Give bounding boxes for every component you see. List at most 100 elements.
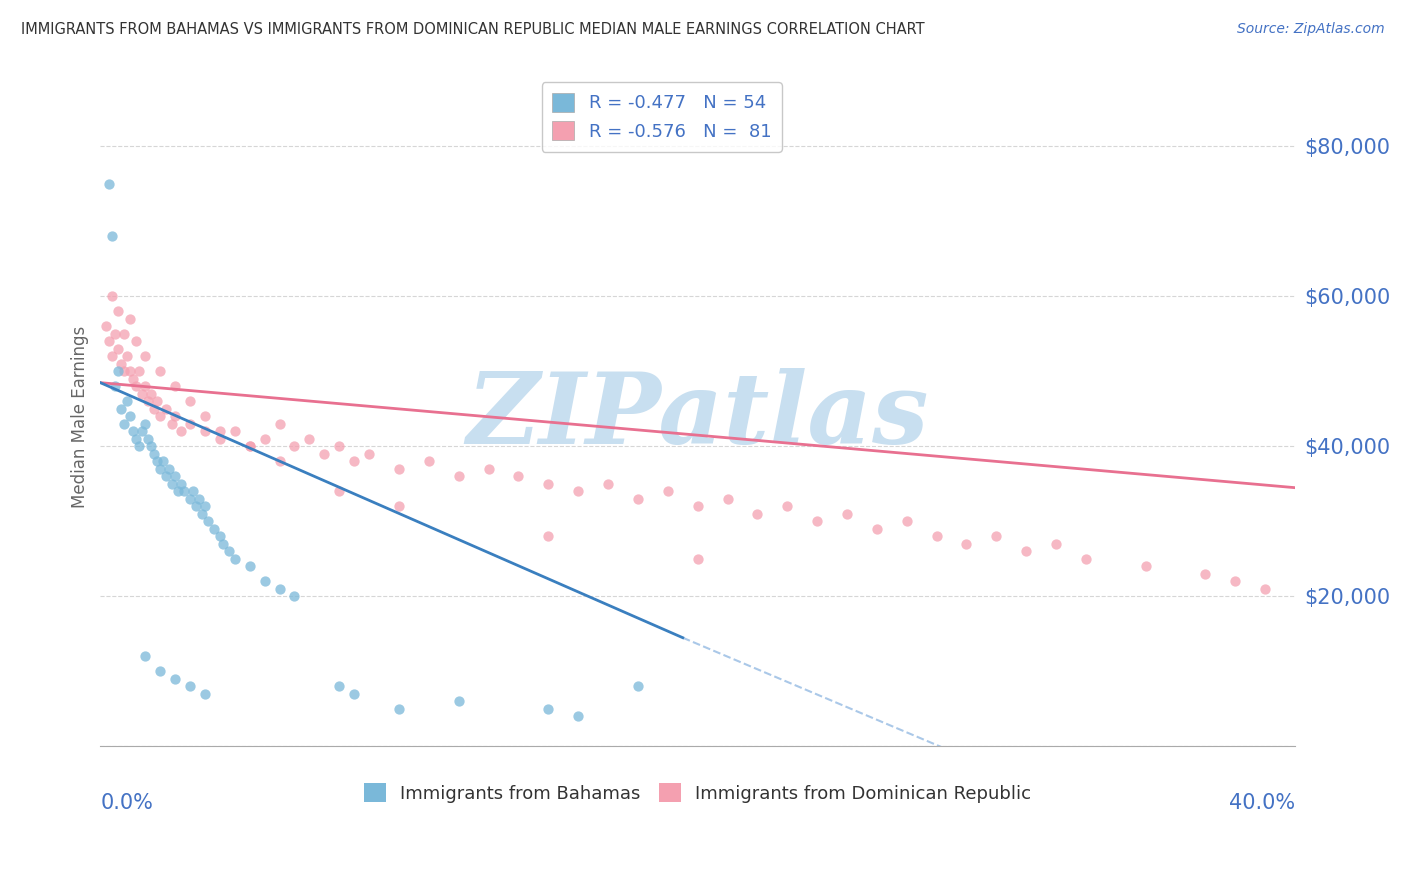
Point (686, 552, 709, 566)
Point (131, 425, 153, 439)
Point (208, 432, 231, 446)
Point (120, 364, 142, 378)
Point (160, 417, 183, 431)
Point (686, 500, 709, 514)
Point (107, 342, 129, 356)
Point (359, 447, 381, 461)
Point (806, 515, 828, 529)
Point (508, 469, 530, 483)
Point (160, 477, 183, 491)
Point (120, 312, 142, 326)
Point (478, 462, 501, 476)
Point (112, 364, 135, 378)
Point (567, 484, 589, 499)
Point (537, 702, 560, 716)
Point (328, 439, 350, 453)
Point (537, 477, 560, 491)
Point (136, 432, 159, 446)
Point (1074, 552, 1097, 566)
Point (146, 454, 169, 468)
Point (139, 439, 162, 453)
Y-axis label: Median Male Earnings: Median Male Earnings (72, 326, 89, 508)
Point (101, 229, 124, 244)
Point (239, 559, 262, 574)
Point (269, 454, 291, 468)
Point (835, 507, 858, 521)
Point (343, 454, 366, 468)
Point (716, 491, 738, 506)
Point (134, 379, 156, 393)
Point (627, 491, 650, 506)
Point (139, 387, 162, 401)
Point (328, 680, 350, 694)
Point (170, 477, 193, 491)
Point (283, 439, 305, 453)
Point (179, 491, 201, 506)
Point (149, 462, 172, 476)
Point (866, 522, 889, 536)
Point (115, 350, 138, 364)
Point (239, 439, 262, 453)
Point (110, 401, 132, 416)
Point (155, 469, 177, 483)
Point (208, 425, 231, 439)
Text: ZIPatlas: ZIPatlas (467, 368, 929, 465)
Text: IMMIGRANTS FROM BAHAMAS VS IMMIGRANTS FROM DOMINICAN REPUBLIC MEDIAN MALE EARNIN: IMMIGRANTS FROM BAHAMAS VS IMMIGRANTS FR… (21, 22, 925, 37)
Point (128, 364, 150, 378)
Point (101, 289, 124, 303)
Point (157, 462, 180, 476)
Point (388, 500, 411, 514)
Point (120, 409, 142, 424)
Point (122, 372, 145, 386)
Point (283, 590, 305, 604)
Point (1225, 574, 1247, 589)
Point (1135, 559, 1157, 574)
Point (98, 177, 121, 191)
Point (107, 364, 129, 378)
Point (179, 394, 201, 409)
Point (149, 364, 172, 378)
Text: 0.0%: 0.0% (100, 793, 153, 813)
Point (181, 484, 204, 499)
Point (388, 702, 411, 716)
Point (134, 350, 156, 364)
Point (163, 469, 186, 483)
Point (152, 454, 174, 468)
Point (747, 507, 769, 521)
Point (208, 529, 231, 543)
Point (197, 515, 219, 529)
Point (170, 425, 193, 439)
Text: 40.0%: 40.0% (1229, 793, 1295, 813)
Point (224, 552, 246, 566)
Point (134, 649, 156, 664)
Legend: Immigrants from Bahamas, Immigrants from Dominican Republic: Immigrants from Bahamas, Immigrants from… (357, 776, 1038, 810)
Point (149, 409, 172, 424)
Point (136, 394, 159, 409)
Point (418, 454, 440, 468)
Point (184, 500, 207, 514)
Point (194, 425, 217, 439)
Point (122, 425, 145, 439)
Point (115, 394, 138, 409)
Point (173, 484, 195, 499)
Point (1045, 537, 1067, 551)
Point (112, 326, 135, 341)
Point (298, 432, 321, 446)
Point (1254, 582, 1277, 596)
Point (110, 357, 132, 371)
Point (167, 484, 190, 499)
Point (986, 529, 1008, 543)
Point (657, 484, 679, 499)
Point (596, 477, 619, 491)
Point (537, 529, 560, 543)
Point (343, 687, 366, 701)
Point (955, 537, 977, 551)
Point (1015, 544, 1038, 558)
Point (187, 491, 209, 506)
Point (163, 672, 186, 686)
Point (253, 574, 276, 589)
Point (776, 500, 799, 514)
Point (218, 544, 240, 558)
Point (314, 447, 336, 461)
Point (104, 326, 127, 341)
